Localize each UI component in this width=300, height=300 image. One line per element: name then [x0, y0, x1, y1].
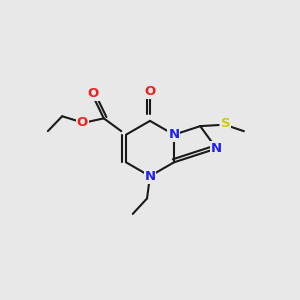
Text: S: S [221, 117, 230, 130]
Text: N: N [211, 142, 222, 155]
Text: O: O [76, 116, 88, 129]
Text: N: N [144, 170, 156, 183]
Text: O: O [144, 85, 156, 98]
Text: O: O [88, 87, 99, 100]
Text: N: N [168, 128, 179, 141]
